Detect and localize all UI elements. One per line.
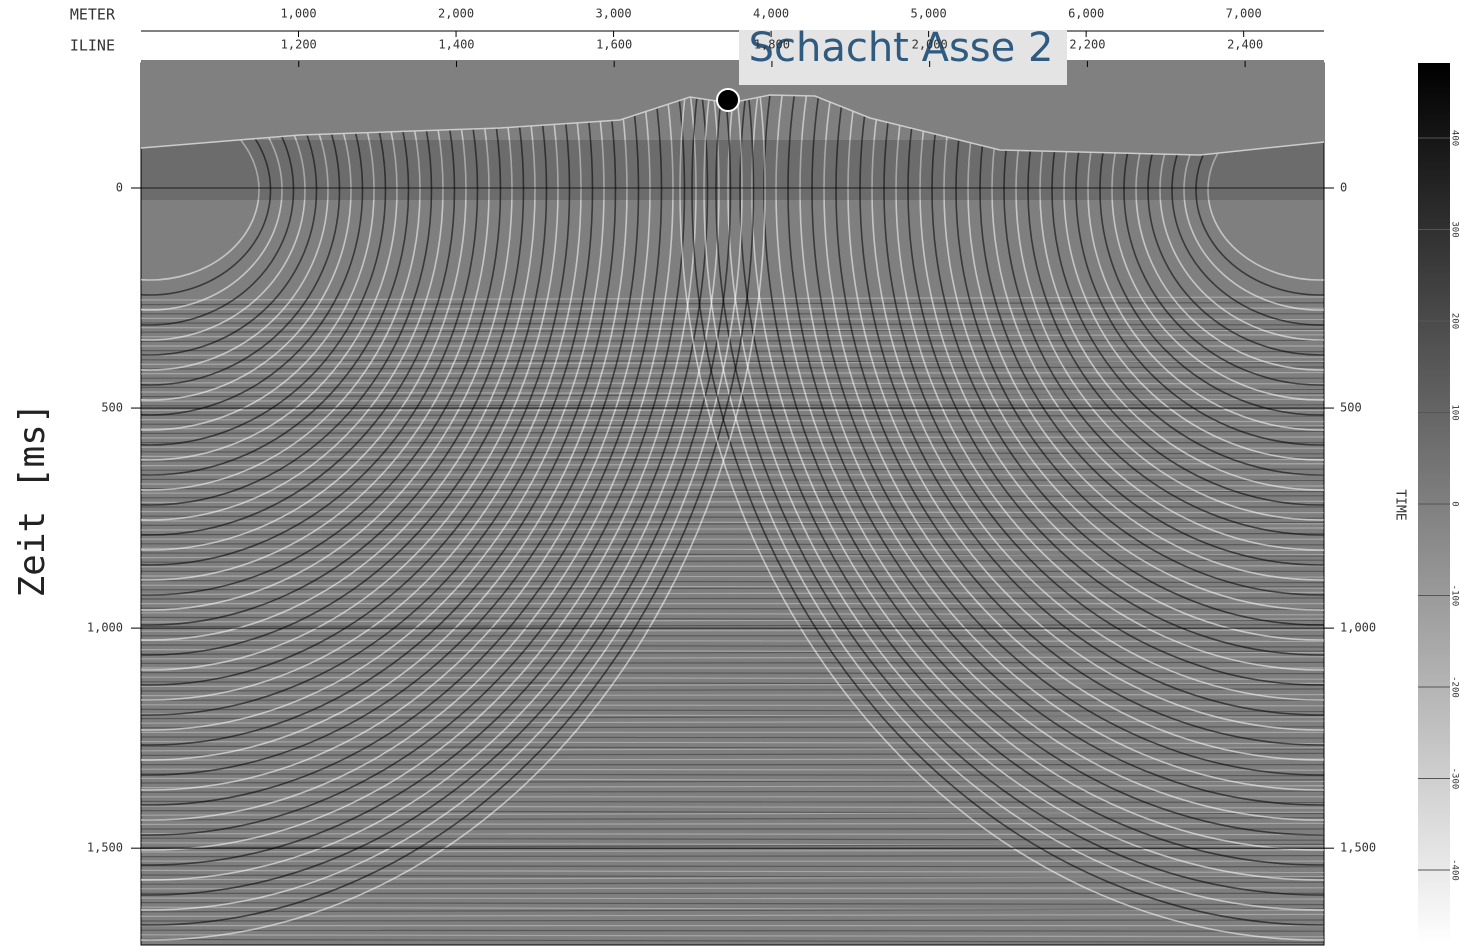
y-tick-label: 500: [101, 401, 123, 415]
colorbar-tick-label: 100: [1450, 404, 1459, 420]
colorbar-tick-label: -100: [1450, 585, 1459, 607]
x-tick-label: 1,000: [280, 7, 316, 21]
y-tick-label-right: 1,000: [1340, 621, 1376, 635]
y-tick-label-right: 0: [1340, 180, 1347, 194]
x-tick-label: 5,000: [911, 7, 947, 21]
title: Schacht Asse 2: [749, 25, 1054, 71]
x-tick-label: 4,000: [753, 7, 789, 21]
well-marker: [717, 89, 739, 111]
y-tick-label: 1,000: [87, 621, 123, 635]
x-tick-label: 1,800: [754, 38, 790, 52]
colorbar-tick-label: 200: [1450, 313, 1459, 329]
x-tick-label: 2,000: [438, 7, 474, 21]
colorbar-tick-label: 0: [1450, 501, 1459, 506]
x-tick-label: 2,400: [1227, 38, 1263, 52]
colorbar-tick-label: -300: [1450, 768, 1459, 790]
meter-label: METER: [70, 6, 116, 24]
colorbar-tick-label: 400: [1450, 130, 1459, 146]
colorbar-label: TIME: [1393, 489, 1408, 520]
colorbar-tick-label: 300: [1450, 221, 1459, 237]
y-tick-label: 0: [116, 180, 123, 194]
x-tick-label: 3,000: [596, 7, 632, 21]
x-tick-label: 1,600: [596, 38, 632, 52]
y-axis-label: Zeit [ms]: [12, 402, 53, 597]
colorbar-tick-label: -400: [1450, 859, 1459, 881]
page: METER ILINE Schacht Asse 2 Zeit [ms] TIM…: [0, 0, 1459, 952]
x-tick-label: 1,200: [281, 38, 317, 52]
seismic-section: METER ILINE Schacht Asse 2 Zeit [ms] TIM…: [0, 0, 1459, 952]
y-tick-label-right: 1,500: [1340, 841, 1376, 855]
y-tick-label-right: 500: [1340, 401, 1362, 415]
x-tick-label: 6,000: [1068, 7, 1104, 21]
colorbar-tick-label: -200: [1450, 676, 1459, 698]
x-tick-label: 7,000: [1226, 7, 1262, 21]
x-tick-label: 2,200: [1069, 38, 1105, 52]
x-tick-label: 1,400: [438, 38, 474, 52]
y-tick-label: 1,500: [87, 841, 123, 855]
iline-label: ILINE: [70, 37, 115, 55]
x-tick-label: 2,000: [912, 38, 948, 52]
